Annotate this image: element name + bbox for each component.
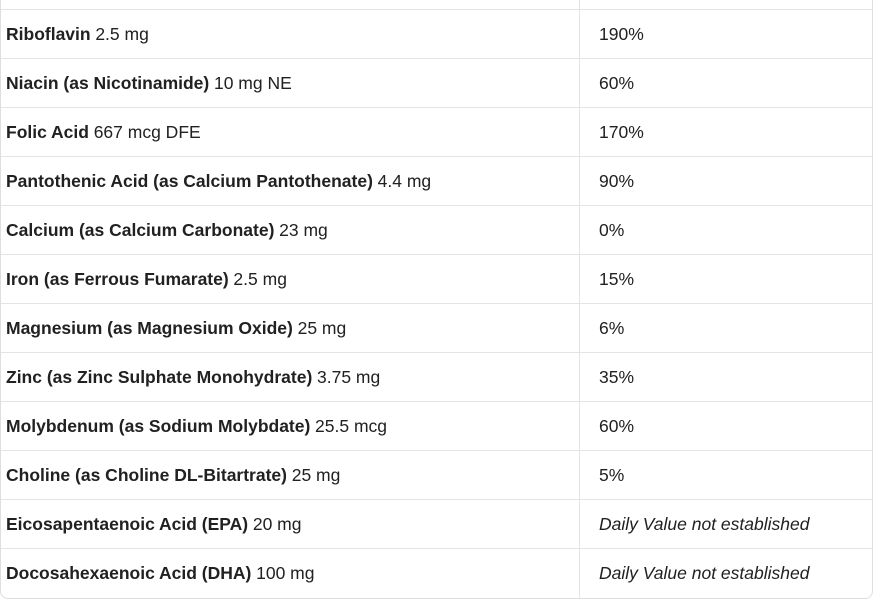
table-row: Pantothenic Acid (as Calcium Pantothenat…: [1, 157, 872, 206]
nutrient-cell: [1, 0, 580, 9]
nutrient-amount: 25 mg: [297, 317, 347, 338]
daily-value: Daily Value not established: [599, 513, 810, 534]
table-body: Riboflavin 2.5 mg 190% Niacin (as Nicoti…: [1, 10, 872, 598]
table-row: Docosahexaenoic Acid (DHA) 100 mg Daily …: [1, 549, 872, 598]
nutrient-amount: 20 mg: [252, 513, 302, 534]
daily-value-cell: 170%: [580, 108, 872, 156]
nutrient-name: Calcium (as Calcium Carbonate): [6, 219, 275, 240]
daily-value-cell: 0%: [580, 206, 872, 254]
nutrient-name: Choline (as Choline DL-Bitartrate): [6, 464, 287, 485]
nutrient-cell: Docosahexaenoic Acid (DHA) 100 mg: [1, 549, 580, 598]
table-row-partial: [1, 0, 872, 10]
daily-value: 0%: [599, 219, 625, 240]
daily-value: 190%: [599, 23, 644, 44]
table-row: Eicosapentaenoic Acid (EPA) 20 mg Daily …: [1, 500, 872, 549]
nutrient-amount: 25 mg: [291, 464, 341, 485]
nutrient-name: Molybdenum (as Sodium Molybdate): [6, 415, 311, 436]
daily-value-cell: Daily Value not established: [580, 500, 872, 548]
nutrient-cell: Iron (as Ferrous Fumarate) 2.5 mg: [1, 255, 580, 303]
daily-value: 60%: [599, 415, 635, 436]
nutrient-amount: 10 mg NE: [213, 72, 292, 93]
nutrient-amount: 3.75 mg: [317, 366, 381, 387]
nutrient-cell: Pantothenic Acid (as Calcium Pantothenat…: [1, 157, 580, 205]
nutrient-cell: Molybdenum (as Sodium Molybdate) 25.5 mc…: [1, 402, 580, 450]
daily-value: 5%: [599, 464, 625, 485]
daily-value: 60%: [599, 72, 635, 93]
daily-value-cell: [580, 0, 872, 9]
table-row: Niacin (as Nicotinamide) 10 mg NE 60%: [1, 59, 872, 108]
daily-value-cell: 190%: [580, 10, 872, 58]
nutrient-cell: Magnesium (as Magnesium Oxide) 25 mg: [1, 304, 580, 352]
daily-value-cell: 15%: [580, 255, 872, 303]
nutrient-name: Zinc (as Zinc Sulphate Monohydrate): [6, 366, 313, 387]
daily-value-cell: 60%: [580, 59, 872, 107]
daily-value-cell: 90%: [580, 157, 872, 205]
daily-value: 35%: [599, 366, 635, 387]
nutrient-amount: 4.4 mg: [377, 170, 432, 191]
nutrient-amount: 23 mg: [279, 219, 328, 240]
daily-value-cell: 35%: [580, 353, 872, 401]
nutrient-name: Pantothenic Acid (as Calcium Pantothenat…: [6, 170, 373, 191]
nutrient-amount: 100 mg: [256, 563, 315, 583]
nutrient-name: Iron (as Ferrous Fumarate): [6, 268, 229, 289]
nutrient-cell: Choline (as Choline DL-Bitartrate) 25 mg: [1, 451, 580, 499]
daily-value-cell: 6%: [580, 304, 872, 352]
nutrient-amount: 2.5 mg: [95, 23, 149, 44]
nutrient-cell: Niacin (as Nicotinamide) 10 mg NE: [1, 59, 580, 107]
table-row: Molybdenum (as Sodium Molybdate) 25.5 mc…: [1, 402, 872, 451]
nutrient-name: Folic Acid: [6, 121, 89, 142]
daily-value-cell: Daily Value not established: [580, 549, 872, 598]
daily-value: Daily Value not established: [599, 563, 810, 583]
daily-value-cell: 60%: [580, 402, 872, 450]
nutrient-cell: Zinc (as Zinc Sulphate Monohydrate) 3.75…: [1, 353, 580, 401]
nutrient-amount: 2.5 mg: [233, 268, 287, 289]
daily-value: 15%: [599, 268, 635, 289]
nutrient-cell: Riboflavin 2.5 mg: [1, 10, 580, 58]
table-row: Calcium (as Calcium Carbonate) 23 mg 0%: [1, 206, 872, 255]
nutrient-cell: Folic Acid 667 mcg DFE: [1, 108, 580, 156]
nutrient-name: Docosahexaenoic Acid (DHA): [6, 563, 252, 583]
table-row: Zinc (as Zinc Sulphate Monohydrate) 3.75…: [1, 353, 872, 402]
daily-value: 6%: [599, 317, 625, 338]
nutrient-name: Magnesium (as Magnesium Oxide): [6, 317, 293, 338]
nutrient-cell: Calcium (as Calcium Carbonate) 23 mg: [1, 206, 580, 254]
nutrient-amount: 667 mcg DFE: [93, 121, 201, 142]
nutrient-cell: Eicosapentaenoic Acid (EPA) 20 mg: [1, 500, 580, 548]
daily-value: 90%: [599, 170, 635, 191]
table-row: Riboflavin 2.5 mg 190%: [1, 10, 872, 59]
table-row: Choline (as Choline DL-Bitartrate) 25 mg…: [1, 451, 872, 500]
table-row: Folic Acid 667 mcg DFE 170%: [1, 108, 872, 157]
nutrient-amount: 25.5 mcg: [315, 415, 388, 436]
nutrient-name: Riboflavin: [6, 23, 91, 44]
table-row: Iron (as Ferrous Fumarate) 2.5 mg 15%: [1, 255, 872, 304]
nutrient-name: Niacin (as Nicotinamide): [6, 72, 210, 93]
daily-value-cell: 5%: [580, 451, 872, 499]
daily-value: 170%: [599, 121, 644, 142]
nutrient-name: Eicosapentaenoic Acid (EPA): [6, 513, 249, 534]
table-row: Magnesium (as Magnesium Oxide) 25 mg 6%: [1, 304, 872, 353]
